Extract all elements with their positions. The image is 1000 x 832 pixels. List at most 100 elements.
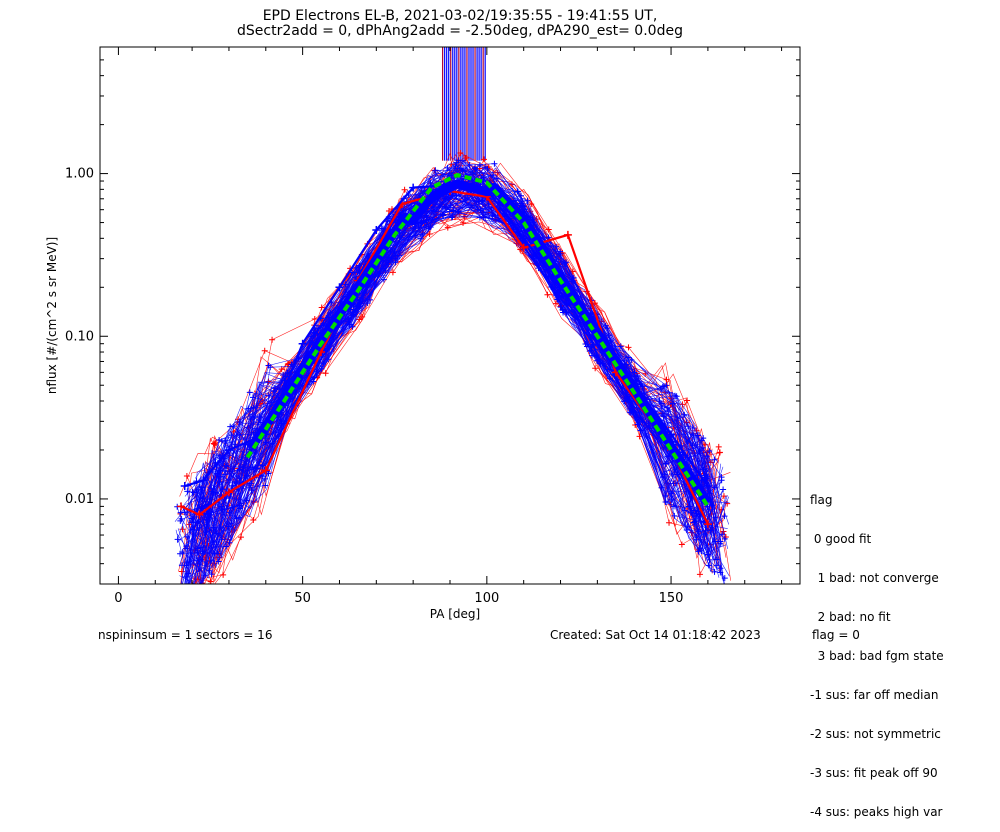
- y-tick-label: 1.00: [65, 167, 94, 182]
- trace-marker: [544, 291, 551, 298]
- trace-marker: [389, 269, 396, 276]
- trace-marker: [460, 219, 467, 226]
- legend-entry: -1 sus: far off median: [810, 688, 939, 702]
- trace-marker: [180, 598, 186, 604]
- trace-marker: [468, 204, 475, 211]
- trace-line: [199, 183, 726, 540]
- trace-marker: [181, 599, 187, 605]
- trace-marker: [179, 549, 186, 556]
- footer-flag: flag = 0: [812, 628, 860, 642]
- series-point: [195, 510, 204, 519]
- trace-marker: [472, 164, 479, 171]
- trace-marker: [524, 197, 531, 204]
- trace-marker: [401, 186, 408, 193]
- trace-line: [179, 186, 705, 567]
- trace-marker: [262, 482, 269, 489]
- trace-marker: [493, 175, 500, 182]
- trace-marker: [180, 596, 186, 602]
- trace-marker: [718, 477, 725, 484]
- trace-marker: [491, 160, 498, 167]
- trace-line: [185, 165, 715, 553]
- trace-marker: [439, 211, 446, 218]
- trace-marker: [720, 486, 727, 493]
- trace-marker: [310, 378, 317, 385]
- trace-marker: [592, 365, 599, 372]
- trace-marker: [212, 439, 219, 446]
- trace-line: [187, 195, 710, 584]
- trace-marker: [366, 296, 373, 303]
- trace-line: [182, 175, 716, 576]
- trace-marker: [269, 336, 276, 343]
- trace-marker: [716, 449, 723, 456]
- trace-marker: [211, 441, 218, 448]
- trace-marker: [250, 466, 257, 473]
- series-point: [199, 476, 208, 485]
- trace-marker: [215, 558, 222, 565]
- trace-line: [201, 174, 725, 555]
- trace-marker: [662, 492, 669, 499]
- trace-marker: [185, 589, 191, 595]
- trace-marker: [678, 541, 685, 548]
- trace-marker: [715, 443, 722, 450]
- series-point: [519, 243, 528, 252]
- trace-marker: [237, 505, 244, 512]
- trace-line: [195, 169, 717, 571]
- trace-marker: [705, 524, 712, 531]
- trace-line: [196, 161, 717, 573]
- trace-marker: [689, 425, 696, 432]
- series-point: [409, 183, 418, 192]
- median-band: [247, 179, 712, 506]
- trace-marker: [318, 304, 325, 311]
- legend-title: flag: [810, 493, 833, 507]
- trace-marker: [702, 441, 709, 448]
- series-point: [703, 520, 712, 529]
- trace-marker: [711, 538, 718, 545]
- trace-line: [192, 159, 722, 565]
- legend-entry: -2 sus: not symmetric: [810, 727, 941, 741]
- trace-marker: [554, 293, 561, 300]
- trace-marker: [713, 562, 720, 569]
- series-point: [519, 234, 528, 243]
- trace-marker: [670, 480, 677, 487]
- trace-marker: [721, 513, 728, 520]
- trace-marker: [311, 316, 318, 323]
- series-point: [177, 502, 186, 511]
- trace-marker: [464, 194, 471, 201]
- trace-line: [187, 170, 719, 567]
- trace-marker: [219, 486, 226, 493]
- trace-marker: [176, 599, 182, 605]
- trace-marker: [214, 550, 221, 557]
- plot-area: [174, 47, 731, 616]
- trace-marker: [696, 571, 703, 578]
- x-axis-label: PA [deg]: [430, 607, 480, 621]
- trace-marker: [261, 347, 268, 354]
- trace-marker: [176, 610, 182, 616]
- series-point: [372, 226, 381, 235]
- trace-marker: [721, 575, 728, 582]
- series-point: [703, 482, 712, 491]
- trace-marker: [692, 507, 699, 514]
- trace-line: [186, 174, 715, 554]
- x-tick-label: 0: [114, 591, 122, 606]
- trace-line: [191, 177, 721, 544]
- trace-marker: [479, 197, 486, 204]
- trace-marker: [446, 208, 453, 215]
- trace-marker: [180, 610, 186, 616]
- trace-marker: [314, 330, 321, 337]
- trace-marker: [658, 386, 665, 393]
- y-tick-label: 0.10: [65, 329, 94, 344]
- trace-marker: [530, 219, 537, 226]
- trace-marker: [476, 162, 483, 169]
- trace-line: [190, 173, 722, 548]
- chart-canvas: 0 50 100 150 0.01 0.10 1.00 nflux [#/(cm^2 s s…: [45, 46, 801, 621]
- trace-marker: [457, 149, 464, 156]
- trace-marker: [267, 364, 274, 371]
- trace-marker: [208, 571, 215, 578]
- trace-marker: [494, 169, 501, 176]
- legend-entry: 1 bad: not converge: [810, 571, 939, 585]
- trace-marker: [480, 156, 487, 163]
- trace-marker: [190, 610, 196, 616]
- trace-marker: [275, 424, 282, 431]
- trace-line: [190, 170, 723, 552]
- legend-entry: -3 sus: fit peak off 90: [810, 766, 938, 780]
